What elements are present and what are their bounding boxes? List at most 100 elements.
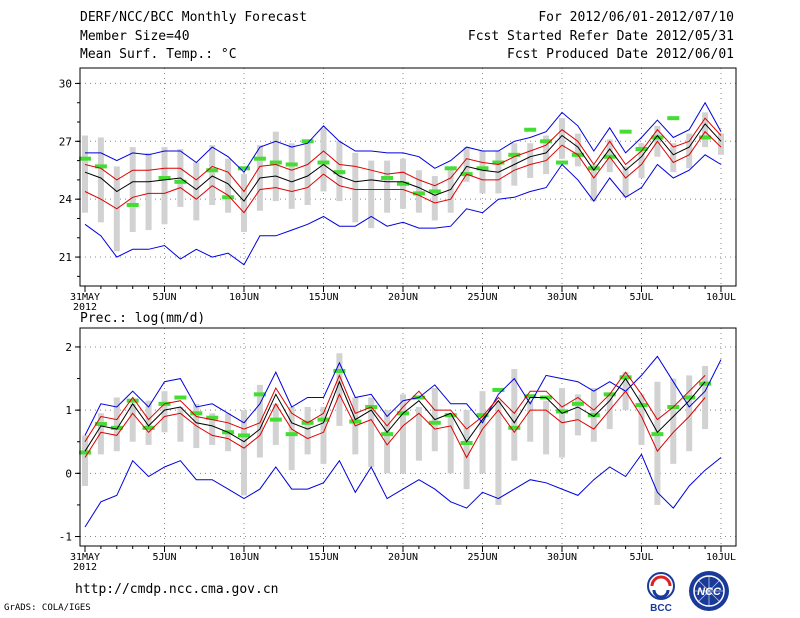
panel2-spread-box [113, 397, 120, 452]
panel1-year-label: 2012 [73, 302, 97, 313]
panel2-observed-mark [126, 398, 139, 403]
panel2-xtick-label: 30JUN [547, 552, 577, 563]
variable-label: Mean Surf. Temp.: °C [80, 47, 237, 62]
panel1-spread-box [590, 164, 597, 202]
panel2-observed-mark [460, 441, 473, 446]
grads-credit: GrADS: COLA/IGES [4, 603, 91, 613]
panel1-observed-mark [174, 179, 187, 184]
panel2-spread-box [241, 410, 247, 496]
panel1-observed-mark [126, 202, 139, 207]
panel2-observed-mark [94, 422, 107, 427]
panel2-observed-mark [190, 411, 203, 416]
panel1-observed-mark [238, 166, 250, 171]
panel1-spread-box [368, 160, 375, 229]
panel1-spread-box [241, 174, 247, 232]
panel2-observed-mark [79, 450, 91, 455]
panel1-spread-box [574, 133, 581, 167]
panel1-spread-box [527, 143, 534, 178]
panel2-spread-box [256, 384, 263, 458]
panel2-line-min [84, 453, 722, 528]
panel1-observed-mark [587, 166, 600, 171]
panel2-spread-box [527, 400, 534, 442]
panel1-observed-mark [301, 139, 314, 144]
panel1-observed-mark [651, 135, 664, 140]
panel2-xtick-label: 5JUL [629, 552, 653, 563]
panel1-observed-mark [317, 160, 330, 165]
panel1-xtick-label: 5JUL [629, 292, 653, 303]
panel1-observed-mark [476, 166, 489, 171]
panel2-spread-box [543, 400, 550, 455]
panel2-spread-box [368, 397, 375, 468]
panel2-observed-mark [476, 413, 489, 418]
panel1-observed-mark [619, 129, 632, 134]
panel1-spread-box [686, 133, 693, 169]
panel2-observed-mark [253, 392, 266, 397]
panel2-spread-box [670, 378, 677, 464]
panel2-observed-mark [349, 419, 362, 424]
panel1-xtick-label: 10JUL [706, 292, 736, 303]
panel2-spread-box [574, 394, 581, 436]
chart-title: DERF/NCC/BCC Monthly Forecast [80, 10, 307, 25]
panel1-observed-mark [158, 175, 171, 180]
panel1-xtick-label: 5JUN [152, 292, 176, 303]
panel1-observed-mark [444, 166, 457, 171]
panel1-group: 21 24 27 30 31MAY 5JUN 10JUN 15JUN 20JUN 25JUN 30J… [59, 67, 737, 313]
panel1-ytick-label: 30 [59, 77, 72, 90]
panel2-observed-mark [381, 432, 394, 437]
panel2-observed-mark [619, 375, 632, 380]
panel2-spread-box [606, 394, 613, 430]
panel2-xtick-label: 15JUN [308, 552, 338, 563]
precip-subtitle: Prec.: log(mm/d) [80, 311, 205, 326]
panel2-ytick-label: 1 [65, 404, 72, 417]
panel2-observed-mark [206, 415, 219, 420]
panel2-year-label: 2012 [73, 562, 97, 573]
panel1-spread-box [702, 112, 709, 148]
source-url[interactable]: http://cmdp.ncc.cma.gov.cn [75, 582, 279, 597]
panel1-observed-mark [381, 175, 394, 180]
panel1-observed-mark [412, 191, 425, 196]
panel1-spread-box [145, 152, 152, 231]
panel2-spread-box [415, 406, 422, 461]
panel2-ytick-label: -1 [59, 531, 72, 544]
member-size-label: Member Size=40 [80, 29, 190, 44]
panel2-spread-box [161, 391, 168, 433]
panel2-spread-box [400, 394, 406, 474]
panel2-spread-box [272, 403, 279, 445]
panel2-observed-mark [699, 381, 712, 386]
panel2-spread-box [384, 410, 391, 474]
panel1-observed-mark [269, 160, 282, 165]
panel1-spread-box [193, 162, 200, 221]
panel1-xtick-label: 20JUN [388, 292, 418, 303]
panel1-observed-mark [428, 189, 441, 194]
panel1-spread-box [638, 143, 645, 178]
panel1-line-min [84, 154, 722, 266]
panel1-observed-mark [285, 162, 298, 167]
panel2-observed-mark [238, 433, 250, 438]
panel1-spread-box [463, 147, 470, 182]
panel1-spread-box [82, 135, 88, 213]
panel1-xtick-label: 15JUN [308, 292, 338, 303]
panel2-xtick-label: 10JUL [706, 552, 736, 563]
panel2-spread-box [320, 406, 327, 464]
panel1-line-max [85, 101, 722, 173]
panel2-xtick-label: 10JUN [229, 552, 259, 563]
panel2-observed-mark [174, 395, 187, 400]
panel2-line-upper [84, 371, 706, 442]
panel1-spread-box [129, 147, 136, 232]
panel2-observed-mark [142, 425, 155, 430]
panel2-spread-box [495, 400, 502, 505]
panel1-spread-box [718, 133, 724, 155]
panel2-observed-mark [683, 395, 696, 400]
panel1-observed-mark [79, 156, 91, 161]
panel2-spread-box [82, 435, 88, 486]
panel2-spread-box [97, 413, 104, 455]
panel2-spread-box [288, 406, 295, 471]
panel2-observed-mark [587, 413, 600, 418]
panel2-spread-box [479, 391, 486, 474]
panel2-observed-mark [428, 420, 441, 425]
panel1-spread-box [209, 145, 216, 205]
panel1-observed-mark [333, 170, 346, 175]
panel2-observed-mark [269, 417, 282, 422]
panel1-spread-box [479, 150, 486, 194]
panel1-observed-mark [206, 168, 219, 173]
